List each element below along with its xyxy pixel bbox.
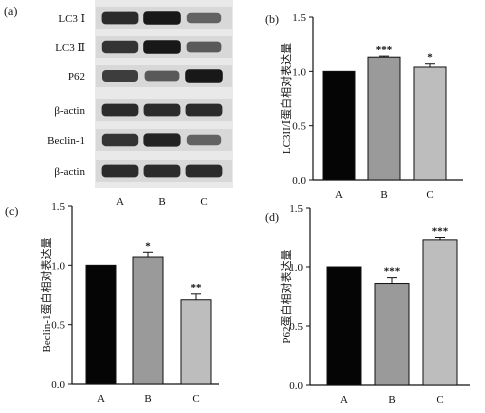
bar [180,299,212,385]
bar [85,264,117,385]
blot-band [102,70,138,82]
x-tick-label: B [388,394,395,406]
panel-label: (d) [265,210,279,224]
y-tick-label: 0.0 [292,175,306,187]
bar [422,239,458,386]
chart-d-p62: (d) 0.0 0.5 1.0 1.5 P62蛋白相对表达量 A *** B *** C [265,203,470,406]
blot-row-label: LC3 Ⅰ [58,13,85,25]
blot-row-label: P62 [68,71,85,83]
blot-band [101,40,139,54]
blot-band [143,11,181,25]
panel-label: (b) [265,12,279,26]
blot-lane-label: C [200,196,207,208]
blot-band [185,164,223,178]
blot-band [101,133,139,147]
blot-row-label: β-actin [54,105,85,117]
blot-row-label: Beclin-1 [47,135,85,147]
blot-band [144,70,180,82]
chart-b-lc3-ratio: (b) 0.0 0.5 1.0 1.5 LC3II/Ⅰ蛋白相对表达量 A *** B * C [265,12,463,201]
bar [374,283,410,386]
blot-band [185,103,223,117]
bar [367,56,401,181]
significance-mark: *** [384,266,401,278]
x-tick-label: C [426,189,433,201]
blot-band [143,133,181,147]
x-tick-label: A [97,393,105,405]
y-tick-label: 1.0 [289,262,303,274]
panel-label-a: (a) [4,4,17,18]
blot-background [95,0,233,188]
blot-band [143,40,181,54]
bar [132,256,164,385]
blot-band [101,164,139,178]
significance-mark: * [145,240,151,252]
blot-row-label: LC3 Ⅱ [55,42,85,54]
y-axis-label: LC3II/Ⅰ蛋白相对表达量 [279,43,293,154]
blot-rows: LC3 Ⅰ LC3 Ⅱ P62 β-actin Beclin-1 β-actin [47,7,232,182]
y-tick-label: 0.0 [51,379,65,391]
y-tick-label: 1.0 [292,66,306,78]
y-tick-label: 1.5 [51,201,65,213]
y-tick-label: 0.5 [51,320,65,332]
y-tick-label: 1.5 [292,12,306,24]
blot-band [143,103,181,117]
blot-band [101,11,139,25]
bar [326,266,362,386]
blot-band [186,134,222,146]
blot-band [186,12,222,24]
significance-mark: * [427,52,433,64]
blot-lane-label: B [158,196,165,208]
significance-mark: *** [376,44,393,56]
y-axis-label: P62蛋白相对表达量 [279,249,293,343]
significance-mark: ** [191,282,203,294]
y-tick-label: 0.5 [292,121,306,133]
blot-lane-labels: A B C [116,196,208,208]
blot-band [185,69,223,83]
x-tick-label: C [436,394,443,406]
y-tick-label: 0.0 [289,380,303,392]
x-tick-label: C [192,393,199,405]
blot-row-label: β-actin [54,166,85,178]
x-tick-label: B [380,189,387,201]
x-tick-label: B [144,393,151,405]
y-axis-label: Beclin-1蛋白相对表达量 [39,238,53,353]
bar [413,66,447,181]
y-tick-label: 1.5 [289,203,303,215]
significance-mark: *** [432,226,449,238]
x-tick-label: A [340,394,348,406]
y-tick-label: 1.0 [51,260,65,272]
blot-lane-label: A [116,196,124,208]
blot-band [143,164,181,178]
blot-band [101,103,139,117]
blot-band [186,41,222,53]
panel-label: (c) [5,204,18,218]
chart-c-beclin1: (c) 0.0 0.5 1.0 1.5 Beclin-1蛋白相对表达量 A * B ** C [5,201,219,405]
bar [322,70,356,181]
y-tick-label: 0.5 [289,321,303,333]
x-tick-label: A [335,189,343,201]
